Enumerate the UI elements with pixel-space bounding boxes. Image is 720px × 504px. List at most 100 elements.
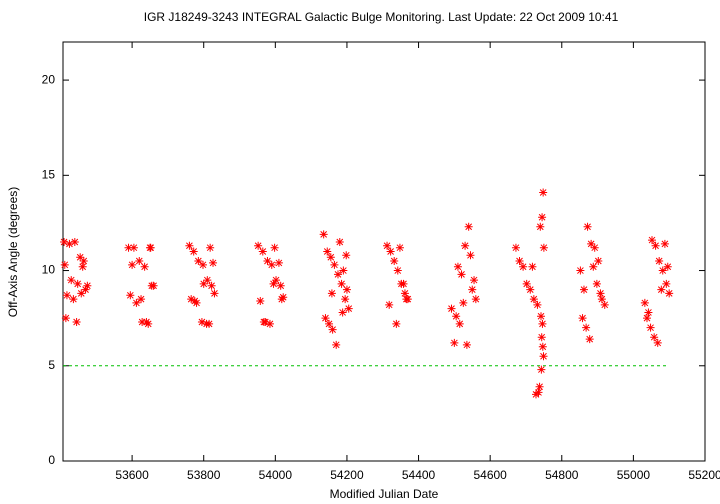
point xyxy=(194,257,203,266)
point xyxy=(187,295,196,304)
point xyxy=(662,279,671,288)
point xyxy=(126,291,135,300)
point xyxy=(594,257,603,266)
point xyxy=(69,295,78,304)
point xyxy=(330,260,339,269)
point xyxy=(644,308,653,317)
x-tick-label: 54800 xyxy=(545,468,579,482)
point xyxy=(519,262,528,271)
x-tick-label: 54400 xyxy=(402,468,436,482)
point xyxy=(338,308,347,317)
point xyxy=(450,338,459,347)
point xyxy=(259,317,268,326)
point xyxy=(455,319,464,328)
point xyxy=(538,319,547,328)
point xyxy=(471,295,480,304)
point xyxy=(642,314,651,323)
point xyxy=(138,317,147,326)
point xyxy=(539,243,548,252)
point xyxy=(70,237,79,246)
point xyxy=(265,319,274,328)
point xyxy=(61,314,70,323)
point xyxy=(185,241,194,250)
point xyxy=(76,253,85,262)
point xyxy=(62,291,71,300)
point xyxy=(511,243,520,252)
point xyxy=(258,247,267,256)
point xyxy=(578,314,587,323)
point xyxy=(582,323,591,332)
point xyxy=(207,281,216,290)
point xyxy=(67,276,76,285)
point xyxy=(386,247,395,256)
point xyxy=(332,340,341,349)
point xyxy=(337,279,346,288)
point xyxy=(339,266,348,275)
point xyxy=(538,342,547,351)
point xyxy=(399,279,408,288)
point xyxy=(81,285,90,294)
y-tick-label: 0 xyxy=(48,453,55,467)
point xyxy=(457,270,466,279)
x-tick-label: 54200 xyxy=(330,468,364,482)
point xyxy=(60,237,69,246)
point xyxy=(199,279,208,288)
point xyxy=(393,266,402,275)
point xyxy=(263,257,272,266)
point xyxy=(189,247,198,256)
point xyxy=(137,295,146,304)
point xyxy=(326,253,335,262)
point xyxy=(466,251,475,260)
point xyxy=(447,304,456,313)
x-tick-label: 53800 xyxy=(187,468,221,482)
point xyxy=(640,298,649,307)
x-tick-label: 54600 xyxy=(473,468,507,482)
point xyxy=(270,243,279,252)
point xyxy=(528,262,537,271)
point xyxy=(538,213,547,222)
point xyxy=(470,276,479,285)
point xyxy=(537,333,546,342)
point xyxy=(274,258,283,267)
point xyxy=(531,390,540,399)
plot-frame xyxy=(62,41,706,462)
point xyxy=(596,289,605,298)
point xyxy=(319,230,328,239)
point xyxy=(461,241,470,250)
point xyxy=(536,222,545,231)
point xyxy=(277,295,286,304)
point xyxy=(135,257,144,266)
point xyxy=(147,281,156,290)
point xyxy=(585,335,594,344)
point xyxy=(587,239,596,248)
point xyxy=(665,289,674,298)
x-tick-label: 55200 xyxy=(688,468,720,482)
point xyxy=(468,285,477,294)
y-axis-label: Off-Axis Angle (degrees) xyxy=(6,187,20,318)
point xyxy=(140,262,149,271)
point xyxy=(402,295,411,304)
point xyxy=(206,243,215,252)
point xyxy=(333,270,342,279)
point xyxy=(197,317,206,326)
point xyxy=(459,298,468,307)
point xyxy=(77,289,86,298)
y-tick-label: 10 xyxy=(42,263,56,277)
point xyxy=(526,285,535,294)
point xyxy=(660,239,669,248)
point xyxy=(579,285,588,294)
x-axis-label: Modified Julian Date xyxy=(330,487,439,501)
point xyxy=(129,243,138,252)
point xyxy=(72,317,81,326)
point xyxy=(146,243,155,252)
point xyxy=(342,251,351,260)
point xyxy=(335,237,344,246)
point xyxy=(385,300,394,309)
point xyxy=(600,300,609,309)
point xyxy=(589,262,598,271)
point xyxy=(65,239,74,248)
point xyxy=(583,222,592,231)
point xyxy=(533,300,542,309)
x-tick-label: 54000 xyxy=(259,468,293,482)
